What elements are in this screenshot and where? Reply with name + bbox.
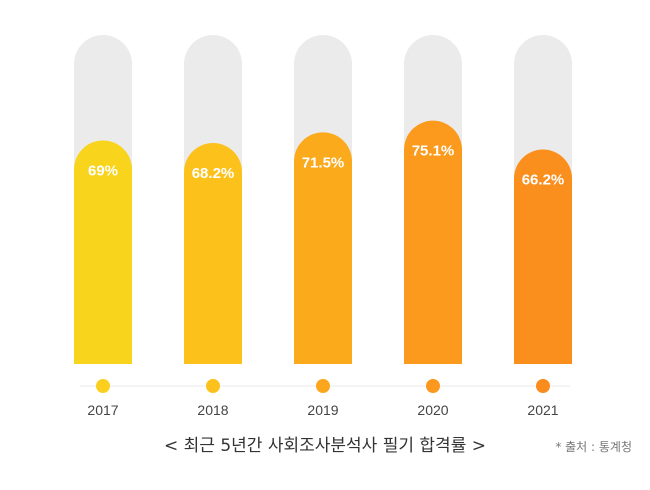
x-tick-label-2017: 2017: [87, 402, 118, 418]
timeline-dot-2019: [316, 379, 330, 393]
timeline-dot-2018: [206, 379, 220, 393]
data-label-2021: 66.2%: [522, 172, 565, 189]
bar-2020: [404, 120, 462, 364]
data-labels: 69% 68.2% 71.5% 75.1% 66.2%: [88, 143, 564, 189]
x-tick-labels: 2017 2018 2019 2020 2021: [87, 402, 558, 418]
data-label-2017: 69%: [88, 162, 118, 179]
bars: [74, 120, 572, 364]
timeline-dot-2017: [96, 379, 110, 393]
chart-title: < 최근 5년간 사회조사분석사 필기 합격률 >: [164, 436, 486, 456]
data-label-2018: 68.2%: [192, 165, 235, 182]
data-label-2019: 71.5%: [302, 154, 345, 171]
x-tick-label-2019: 2019: [307, 402, 338, 418]
timeline-dot-2020: [426, 379, 440, 393]
bar-2018: [184, 143, 242, 364]
timeline-dots: [96, 379, 550, 393]
timeline-dot-2021: [536, 379, 550, 393]
bar-2019: [294, 132, 352, 364]
x-tick-label-2020: 2020: [417, 402, 448, 418]
source-note: * 출처 : 통계청: [555, 440, 632, 454]
bar-2017: [74, 140, 132, 364]
data-label-2020: 75.1%: [412, 143, 455, 160]
x-tick-label-2021: 2021: [527, 402, 558, 418]
x-tick-label-2018: 2018: [197, 402, 228, 418]
bar-2021: [514, 149, 572, 364]
